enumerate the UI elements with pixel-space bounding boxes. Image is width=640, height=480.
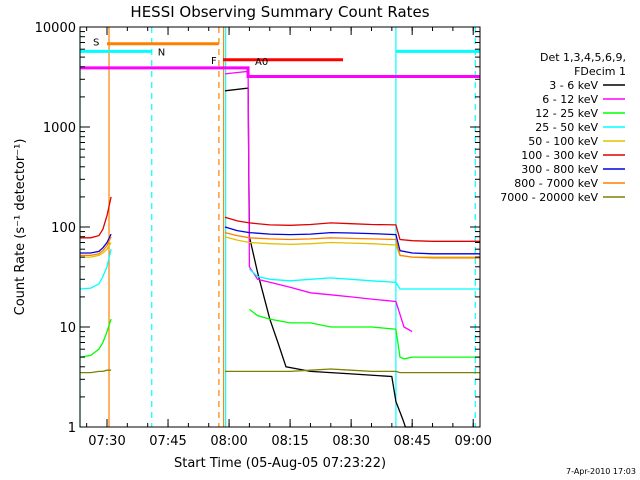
- series-line-3: [79, 249, 480, 290]
- y-tick-label-4: 10000: [35, 21, 76, 36]
- series-line-2: [79, 308, 480, 360]
- series-line-5: [80, 196, 480, 242]
- legend-title-line-1: Det 1,3,4,5,6,9,: [540, 51, 626, 64]
- x-tick-label-1: 07:45: [149, 434, 186, 449]
- timestamp: 7-Apr-2010 17:03: [566, 467, 636, 476]
- flag-label-3: F: [211, 56, 217, 67]
- legend-label-0: 3 - 6 keV: [549, 79, 598, 92]
- vertical-marker-lines: [79, 27, 476, 427]
- flag-label-4: A0: [255, 57, 268, 68]
- series-line-8: [80, 368, 480, 374]
- series-line-6: [80, 226, 480, 255]
- series-lines: [79, 70, 480, 428]
- x-axis-label: Start Time (05-Aug-05 07:23:22): [174, 456, 386, 471]
- flag-label-1: N: [158, 47, 165, 58]
- legend-title-line-2: FDecim 1: [574, 65, 626, 78]
- y-tick-label-0: 1: [68, 421, 76, 436]
- legend-label-1: 6 - 12 keV: [542, 93, 598, 106]
- series-line-1: [224, 70, 413, 333]
- legend-label-4: 50 - 100 keV: [528, 135, 598, 148]
- legend-label-6: 300 - 800 keV: [521, 163, 598, 176]
- x-tick-label-5: 08:45: [393, 434, 430, 449]
- x-tick-label-3: 08:15: [271, 434, 308, 449]
- series-line-7: [80, 231, 480, 259]
- chart-title: HESSI Observing Summary Count Rates: [130, 3, 429, 21]
- legend-label-5: 100 - 300 keV: [521, 149, 598, 162]
- y-tick-label-3: 1000: [43, 121, 76, 136]
- legend-label-8: 7000 - 20000 keV: [500, 191, 598, 204]
- flag-bars: S N F A0: [80, 38, 480, 78]
- legend-label-3: 25 - 50 keV: [535, 121, 598, 134]
- legend-label-2: 12 - 25 keV: [535, 107, 598, 120]
- y-tick-label-2: 100: [51, 221, 76, 236]
- x-tick-label-4: 08:30: [332, 434, 369, 449]
- y-axis-ticks: 1 10 100 1000 10000: [35, 21, 480, 436]
- flag-bar-4: [80, 66, 480, 78]
- x-tick-label-6: 09:00: [454, 434, 491, 449]
- y-axis-label: Count Rate (s⁻¹ detector⁻¹): [13, 139, 28, 316]
- flag-label-0: S: [93, 38, 99, 49]
- x-axis-ticks: 07:30 07:45 08:00 08:15 08:30 08:45 09:00: [86, 27, 492, 449]
- x-tick-label-0: 07:30: [88, 434, 125, 449]
- x-tick-label-2: 08:00: [210, 434, 247, 449]
- series-line-0: [224, 87, 413, 428]
- legend-label-7: 800 - 7000 keV: [514, 177, 598, 190]
- plot-frame: [79, 26, 481, 428]
- y-tick-label-1: 10: [59, 321, 76, 336]
